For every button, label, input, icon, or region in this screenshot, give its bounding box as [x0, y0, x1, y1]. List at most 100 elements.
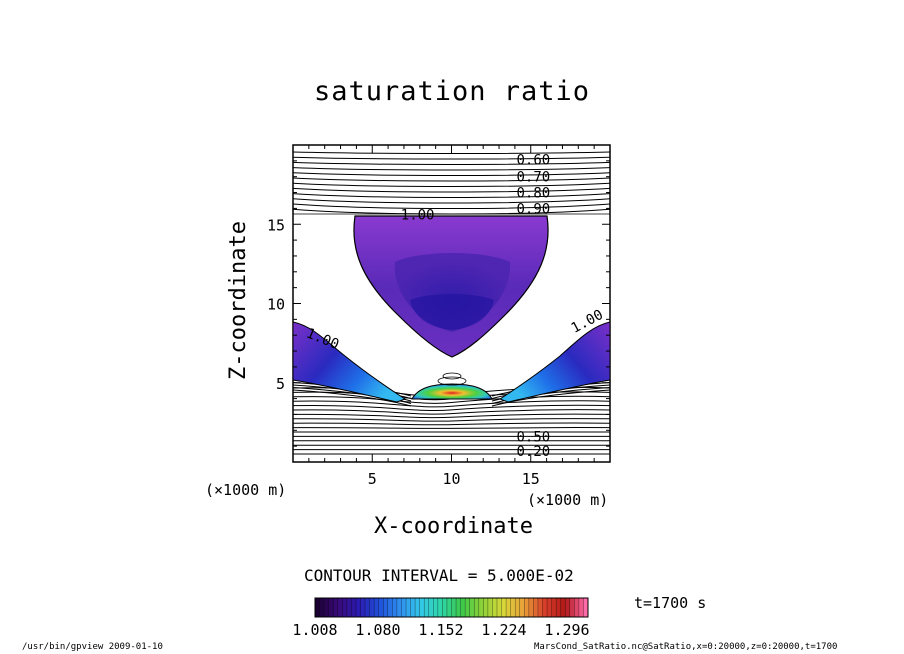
colorbar-cell: [560, 598, 566, 617]
contour-label: 0.80: [516, 186, 550, 202]
x-tick-label: 15: [522, 470, 540, 488]
y-axis-unit: (×1000 m): [205, 481, 287, 499]
contour-line-lower: [293, 422, 610, 426]
contour-line-upper: [293, 203, 610, 209]
colorbar-cell: [456, 598, 461, 617]
contour-line-upper: [293, 198, 610, 204]
colorbar-cell: [492, 598, 498, 617]
colorbar-cell: [396, 598, 402, 617]
colorbar-tick-label: 1.296: [544, 621, 589, 639]
right-wing-region: [498, 321, 610, 403]
contour-line-upper: [293, 161, 610, 165]
colorbar-cell: [533, 598, 539, 617]
core-contour-tiny: [442, 372, 462, 380]
contour-line-upper: [293, 156, 610, 160]
colorbar-cell: [524, 598, 530, 617]
y-tick-label: 15: [267, 216, 285, 234]
colorbar-cell: [465, 598, 470, 617]
colorbar-cell: [537, 598, 543, 617]
contour-interval-text: CONTOUR INTERVAL = 5.000E-02: [304, 566, 574, 585]
colorbar-cell: [406, 598, 411, 617]
contour-line-lower: [293, 409, 610, 415]
colorbar-cell: [365, 598, 370, 617]
colorbar-cell: [319, 598, 325, 617]
colorbar-frame: [314, 597, 589, 618]
time-label: t=1700 s: [634, 594, 707, 612]
colorbar-cell: [433, 598, 439, 617]
colorbar-cell: [315, 598, 320, 617]
x-tick-label: 10: [442, 470, 460, 488]
contour-label: 1.00: [401, 208, 435, 224]
colorbar-cell: [328, 598, 334, 617]
colorbar-cell: [515, 598, 521, 617]
chart-title: saturation ratio: [313, 76, 591, 107]
y-axis-label: Z-coordinate: [226, 221, 251, 380]
colorbar-cell: [387, 598, 393, 617]
central-core-region: [411, 383, 493, 400]
colorbar-tick-label: 1.008: [292, 621, 337, 639]
contour-line-upper: [293, 193, 610, 198]
colorbar-cell: [519, 598, 525, 617]
colorbar-cell: [478, 598, 484, 617]
contour-line-lower: [293, 413, 610, 419]
colorbar-cell: [542, 598, 548, 617]
y-axis-tick-labels: 5 10 15: [267, 216, 285, 393]
colorbar-tick-label: 1.152: [418, 621, 463, 639]
colorbar-cell: [428, 598, 434, 617]
contour-field: [293, 151, 610, 455]
colorbar-cell: [324, 598, 329, 617]
contour-line-lower: [293, 400, 610, 408]
colorbar-cell: [392, 598, 398, 617]
colorbar-cell: [424, 598, 430, 617]
colorbar-cell: [401, 598, 407, 617]
colorbar-cell: [474, 598, 480, 617]
contour-line-lower: [293, 404, 610, 412]
contour-labels: 0.600.700.800.901.001.001.000.500.20: [304, 152, 606, 460]
colorbar-cell: [547, 598, 552, 617]
colorbar-cell: [578, 598, 584, 617]
footer-program: /usr/bin/gpview 2009-01-10: [22, 642, 163, 652]
colorbar-cell: [501, 598, 507, 617]
colorbar-cell: [374, 598, 379, 617]
colorbar-cell: [497, 598, 502, 617]
contour-line-upper: [293, 177, 610, 182]
y-tick-label: 10: [267, 296, 285, 314]
contour-label: 0.20: [516, 444, 550, 460]
colorbar-cell: [506, 598, 511, 617]
colorbar: [314, 597, 589, 618]
contour-line-lower: [293, 389, 412, 407]
contour-label: 0.90: [516, 201, 550, 217]
colorbar-cell: [337, 598, 343, 617]
contour-label: 0.60: [516, 152, 550, 168]
colorbar-tick-label: 1.080: [355, 621, 400, 639]
core-contour-small: [437, 376, 467, 386]
colorbar-cell: [410, 598, 416, 617]
y-tick-label: 5: [276, 375, 285, 393]
colorbar-cell: [583, 598, 589, 617]
colorbar-cell: [510, 598, 516, 617]
contour-line-upper: [293, 182, 610, 187]
left-wing-region: [293, 321, 407, 403]
colorbar-cell: [469, 598, 475, 617]
colorbar-cell: [528, 598, 534, 617]
contour-line-upper: [293, 167, 610, 171]
contour-line-lower: [491, 389, 610, 407]
colorbar-cell: [451, 598, 457, 617]
x-axis-ticks: [292, 145, 611, 462]
colorbar-cell: [415, 598, 420, 617]
colorbar-cell: [569, 598, 575, 617]
colorbar-cell: [355, 598, 361, 617]
contour-line-lower: [293, 427, 610, 429]
upper-contour-lines: [293, 151, 610, 215]
colorbar-cell: [483, 598, 489, 617]
y-axis-ticks: [293, 144, 610, 463]
colorbar-cell: [487, 598, 493, 617]
colorbar-cell: [369, 598, 375, 617]
colorbar-cell: [383, 598, 389, 617]
colorbar-cell: [351, 598, 357, 617]
colorbar-cell: [378, 598, 384, 617]
colorbar-cell: [574, 598, 580, 617]
colorbar-tick-label: 1.224: [481, 621, 526, 639]
colorbar-cell: [342, 598, 348, 617]
